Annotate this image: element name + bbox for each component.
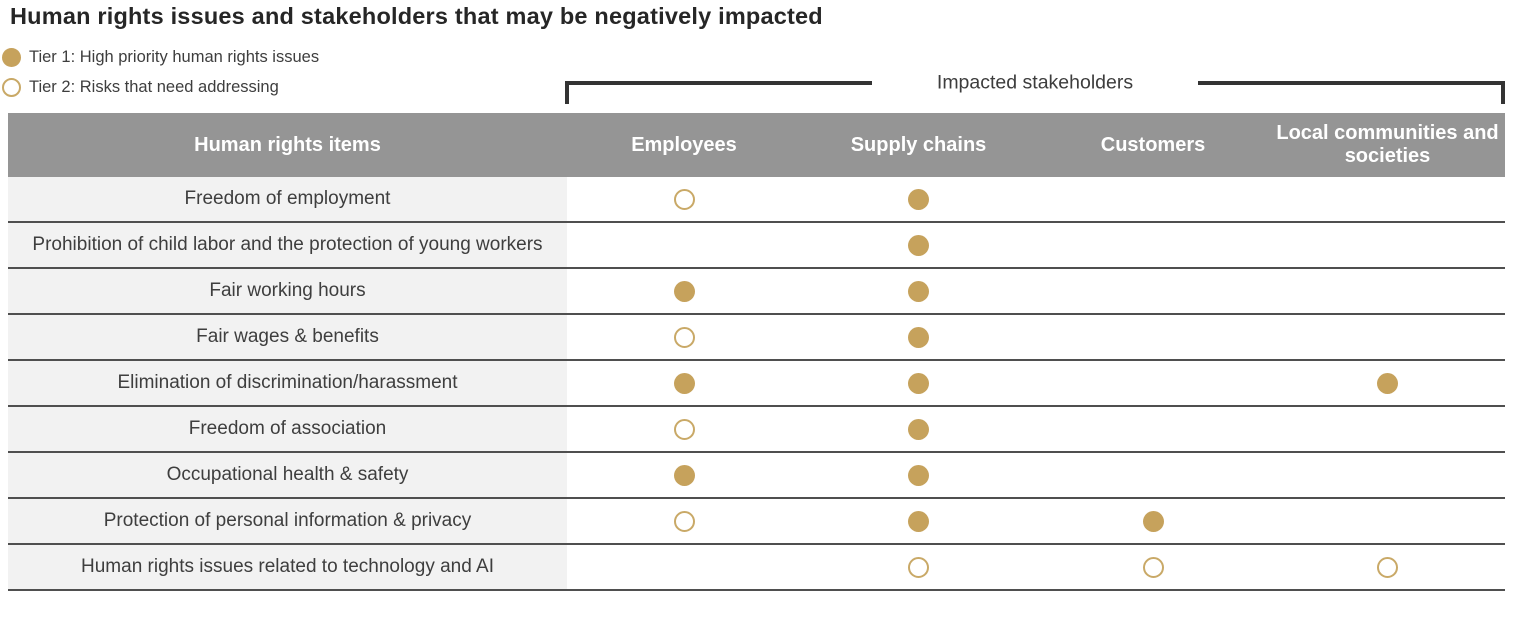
bracket-line-right <box>1198 81 1501 85</box>
stakeholder-mark-cell <box>801 545 1036 589</box>
stakeholder-mark-cell <box>801 315 1036 359</box>
bracket-label: Impacted stakeholders <box>936 71 1134 94</box>
human-rights-item-label: Prohibition of child labor and the prote… <box>8 223 567 267</box>
stakeholder-mark-cell <box>1036 223 1270 267</box>
table-row: Protection of personal information & pri… <box>8 499 1505 545</box>
stakeholder-mark-cell <box>567 453 801 497</box>
stakeholder-mark-cell <box>801 223 1036 267</box>
stakeholder-mark-cell <box>1270 499 1505 543</box>
stakeholder-mark-cell <box>1270 361 1505 405</box>
stakeholder-mark-cell <box>1270 223 1505 267</box>
tier2-open-circle-icon <box>908 556 929 578</box>
human-rights-item-label: Human rights issues related to technolog… <box>8 545 567 589</box>
legend-tier1-label: Tier 1: High priority human rights issue… <box>29 47 320 66</box>
stakeholders-bracket: Impacted stakeholders <box>565 72 1505 104</box>
tier2-open-circle-icon <box>673 188 695 210</box>
stakeholder-mark-cell <box>567 177 801 221</box>
human-rights-item-label: Fair working hours <box>8 269 567 313</box>
stakeholder-mark-cell <box>1036 361 1270 405</box>
column-header-items: Human rights items <box>194 133 381 156</box>
stakeholder-mark-cell <box>567 269 801 313</box>
stakeholder-mark-cell <box>1036 453 1270 497</box>
column-header-local-communities: Local communities and societies <box>1276 122 1499 167</box>
tier1-filled-circle-icon <box>908 188 929 210</box>
stakeholder-mark-cell <box>1036 177 1270 221</box>
page-title: Human rights issues and stakeholders tha… <box>10 3 823 29</box>
table-row: Freedom of employment <box>8 177 1505 223</box>
stakeholder-mark-cell <box>801 407 1036 451</box>
tier1-filled-circle-icon <box>1142 510 1164 532</box>
tier1-filled-circle-icon <box>673 280 695 302</box>
legend-item-tier2: Tier 2: Risks that need addressing <box>2 74 319 100</box>
human-rights-item-label: Occupational health & safety <box>8 453 567 497</box>
stakeholder-mark-cell <box>801 453 1036 497</box>
stakeholder-mark-cell <box>1270 269 1505 313</box>
human-rights-item-label: Freedom of association <box>8 407 567 451</box>
stakeholder-mark-cell <box>567 315 801 359</box>
stakeholder-mark-cell <box>1036 407 1270 451</box>
stakeholder-mark-cell <box>1270 315 1505 359</box>
stakeholder-mark-cell <box>1036 269 1270 313</box>
tier2-open-circle-icon <box>1142 556 1164 578</box>
table-row: Human rights issues related to technolog… <box>8 545 1505 591</box>
table-body: Freedom of employment Prohibition of chil… <box>8 177 1505 591</box>
stakeholder-mark-cell <box>801 361 1036 405</box>
stakeholder-mark-cell <box>567 545 801 589</box>
tier2-open-circle-icon <box>673 418 695 440</box>
stakeholder-mark-cell <box>1270 177 1505 221</box>
column-header-supply-chains: Supply chains <box>850 133 987 156</box>
tier1-filled-circle-icon <box>908 510 929 532</box>
column-header-employees: Employees <box>631 133 737 156</box>
table-row: Occupational health & safety <box>8 453 1505 499</box>
stakeholder-mark-cell <box>1270 453 1505 497</box>
tier1-filled-circle-icon <box>908 418 929 440</box>
stakeholder-mark-cell <box>801 499 1036 543</box>
stakeholder-mark-cell <box>1036 499 1270 543</box>
stakeholder-mark-cell <box>567 407 801 451</box>
tier1-filled-circle-icon <box>908 234 929 256</box>
human-rights-item-label: Freedom of employment <box>8 177 567 221</box>
tier1-filled-circle-icon <box>1377 372 1398 394</box>
stakeholder-mark-cell <box>567 223 801 267</box>
column-header-customers: Customers <box>1100 133 1206 156</box>
table-row: Elimination of discrimination/harassment <box>8 361 1505 407</box>
bracket-line-left <box>569 81 872 85</box>
stakeholder-mark-cell <box>1036 315 1270 359</box>
tier1-filled-circle-icon <box>673 372 695 394</box>
stakeholder-mark-cell <box>1270 407 1505 451</box>
stakeholder-mark-cell <box>567 361 801 405</box>
table-row: Freedom of association <box>8 407 1505 453</box>
tier2-open-circle-icon <box>673 510 695 532</box>
tier2-open-circle-icon <box>673 326 695 348</box>
table-row: Fair wages & benefits <box>8 315 1505 361</box>
table-row: Prohibition of child labor and the prote… <box>8 223 1505 269</box>
human-rights-item-label: Fair wages & benefits <box>8 315 567 359</box>
stakeholder-mark-cell <box>567 499 801 543</box>
legend-tier2-label: Tier 2: Risks that need addressing <box>29 77 279 96</box>
tier1-filled-circle-icon <box>908 280 929 302</box>
human-rights-item-label: Elimination of discrimination/harassment <box>8 361 567 405</box>
table-row: Fair working hours <box>8 269 1505 315</box>
stakeholder-mark-cell <box>801 269 1036 313</box>
tier1-filled-circle-icon <box>908 326 929 348</box>
tier2-open-circle-icon <box>2 77 21 97</box>
legend: Tier 1: High priority human rights issue… <box>2 44 319 104</box>
table-header-row: Human rights items Employees Supply chai… <box>8 113 1505 177</box>
tier2-open-circle-icon <box>1377 556 1398 578</box>
human-rights-item-label: Protection of personal information & pri… <box>8 499 567 543</box>
tier1-filled-circle-icon <box>2 47 21 67</box>
legend-item-tier1: Tier 1: High priority human rights issue… <box>2 44 319 70</box>
tier1-filled-circle-icon <box>673 464 695 486</box>
stakeholder-mark-cell <box>1270 545 1505 589</box>
tier1-filled-circle-icon <box>908 464 929 486</box>
stakeholder-mark-cell <box>1036 545 1270 589</box>
human-rights-table: Human rights items Employees Supply chai… <box>8 113 1505 591</box>
tier1-filled-circle-icon <box>908 372 929 394</box>
stakeholder-mark-cell <box>801 177 1036 221</box>
